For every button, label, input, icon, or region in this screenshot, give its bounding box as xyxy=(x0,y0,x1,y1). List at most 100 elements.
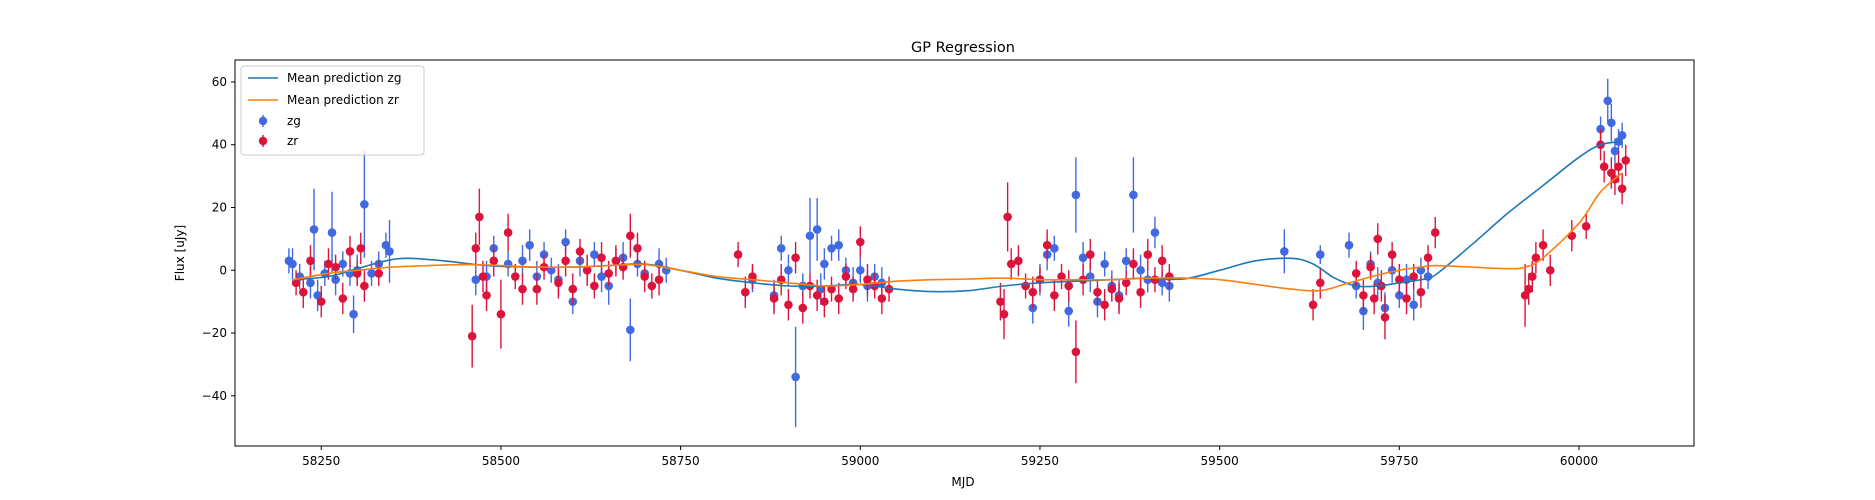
data-point-zr xyxy=(532,284,542,294)
data-point-zr xyxy=(748,272,757,281)
data-point-zr xyxy=(791,253,800,263)
y-tick-label: 20 xyxy=(212,200,227,214)
data-point-zg xyxy=(1129,190,1138,200)
data-point-zr xyxy=(1057,272,1066,281)
data-point-zg xyxy=(349,309,358,319)
legend: Mean prediction zg Mean prediction zr zg… xyxy=(240,65,425,156)
data-point-zr xyxy=(827,284,836,294)
data-point-zg xyxy=(1085,272,1095,281)
x-tick-label: 59750 xyxy=(1380,454,1418,468)
data-point-zg xyxy=(1387,265,1397,275)
y-tick-label: 0 xyxy=(219,263,227,277)
data-point-zr xyxy=(291,278,301,288)
data-point-zr xyxy=(1143,250,1153,259)
data-point-zg xyxy=(525,240,534,250)
data-point-zr xyxy=(611,256,621,266)
data-point-zr xyxy=(482,291,491,300)
legend-label-mean-zr: Mean prediction zr xyxy=(287,93,399,107)
data-point-zr xyxy=(769,294,779,303)
data-point-zr xyxy=(590,281,599,291)
data-point-zr xyxy=(1380,313,1390,322)
data-point-zr xyxy=(740,287,750,297)
data-point-zg xyxy=(518,256,527,266)
data-point-zg xyxy=(1344,240,1354,250)
data-point-zg xyxy=(1280,247,1289,256)
data-point-zr xyxy=(1387,250,1397,259)
data-point-zr xyxy=(360,281,369,291)
data-point-zg xyxy=(791,372,800,382)
data-point-zg xyxy=(561,237,570,247)
data-point-zr xyxy=(561,256,570,266)
data-point-zg xyxy=(820,259,829,269)
data-point-zr xyxy=(1150,275,1160,284)
data-point-zr xyxy=(1093,287,1102,297)
data-point-zr xyxy=(848,284,858,294)
data-point-zr xyxy=(582,265,592,275)
data-point-zr xyxy=(1085,250,1095,259)
data-point-zr xyxy=(733,250,743,259)
data-point-zr xyxy=(1114,294,1124,303)
data-point-zr xyxy=(475,212,484,222)
y-tick-label: −20 xyxy=(202,326,227,340)
data-point-zr xyxy=(1430,228,1440,237)
data-point-zr xyxy=(1599,162,1609,171)
data-point-zg xyxy=(855,265,865,275)
y-axis-label: Flux [uJy] xyxy=(173,225,187,281)
x-tick-label: 58500 xyxy=(482,454,520,468)
data-point-zr xyxy=(597,253,606,263)
data-point-zr xyxy=(604,269,614,278)
data-point-zr xyxy=(554,278,563,288)
data-point-zg xyxy=(625,325,635,335)
data-point-zg xyxy=(360,200,369,209)
data-point-zr xyxy=(306,256,315,266)
data-point-zg xyxy=(385,247,394,256)
data-point-zg xyxy=(776,243,786,253)
data-point-zr xyxy=(1416,287,1426,297)
data-point-zg xyxy=(1071,190,1081,200)
data-point-zr xyxy=(812,291,822,300)
data-point-zr xyxy=(1581,222,1591,231)
data-point-zg xyxy=(1121,256,1131,266)
data-point-zr xyxy=(1157,256,1167,266)
data-point-zg xyxy=(1610,146,1620,156)
data-point-zr xyxy=(1006,259,1016,269)
data-point-zr xyxy=(999,309,1009,319)
data-point-zg xyxy=(1150,228,1160,237)
data-point-zr xyxy=(1531,253,1541,263)
data-point-zr xyxy=(298,287,308,297)
data-point-zr xyxy=(338,294,348,303)
data-point-zr xyxy=(1366,262,1375,272)
data-point-zr xyxy=(568,284,578,294)
data-point-zr xyxy=(1129,259,1138,269)
data-point-zr xyxy=(1121,278,1131,288)
data-point-zr xyxy=(1071,347,1081,357)
data-point-zg xyxy=(1617,131,1627,140)
data-point-zr xyxy=(855,237,865,247)
data-point-zg xyxy=(1157,278,1167,288)
data-point-zr xyxy=(496,309,506,319)
data-point-zg xyxy=(338,259,348,269)
data-point-zg xyxy=(1078,253,1088,263)
data-point-zr xyxy=(1028,287,1038,297)
data-point-zr xyxy=(478,272,488,281)
x-tick-label: 58750 xyxy=(662,454,700,468)
series-zg xyxy=(284,78,1627,428)
data-point-zr xyxy=(1520,291,1530,300)
data-point-zg xyxy=(1359,306,1368,316)
legend-swatch-zr xyxy=(258,136,268,146)
data-point-zr xyxy=(503,228,513,237)
data-point-zg xyxy=(834,240,844,250)
data-point-zr xyxy=(1527,272,1537,281)
data-point-zr xyxy=(467,331,477,341)
data-point-zr xyxy=(1369,294,1379,303)
data-point-zg xyxy=(827,243,836,253)
data-point-zr xyxy=(471,243,481,253)
data-point-zr xyxy=(654,275,664,284)
data-point-zr xyxy=(784,300,793,310)
mean-prediction-zr-line xyxy=(292,172,1623,292)
data-point-zr xyxy=(633,243,642,253)
legend-label-zg: zg xyxy=(287,114,301,128)
data-point-zr xyxy=(1621,156,1631,165)
data-point-zr xyxy=(884,284,894,294)
data-point-zr xyxy=(647,281,657,291)
